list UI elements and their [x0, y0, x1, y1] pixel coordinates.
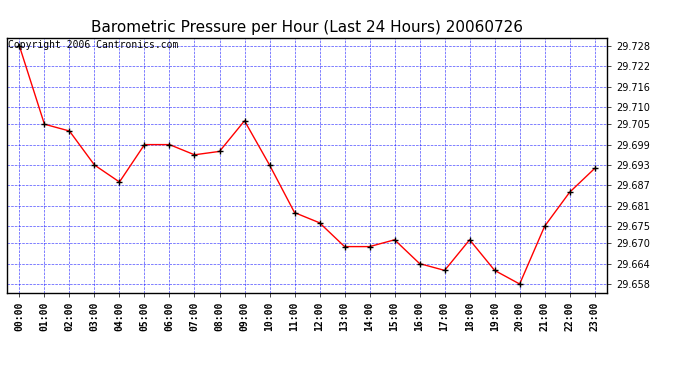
- Title: Barometric Pressure per Hour (Last 24 Hours) 20060726: Barometric Pressure per Hour (Last 24 Ho…: [91, 20, 523, 35]
- Text: Copyright 2006 Cantronics.com: Copyright 2006 Cantronics.com: [8, 40, 179, 50]
